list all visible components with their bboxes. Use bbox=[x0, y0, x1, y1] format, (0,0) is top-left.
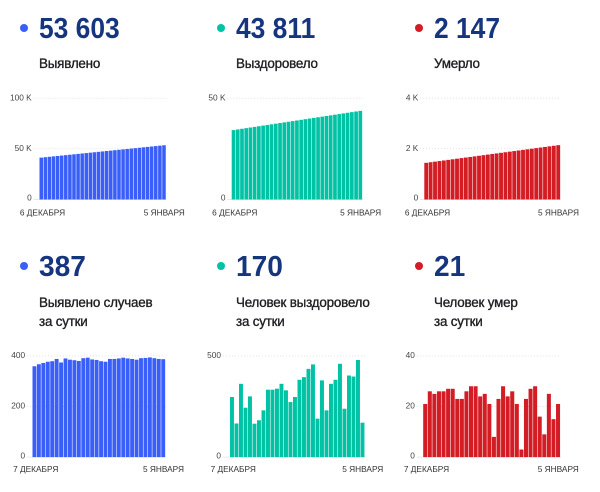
svg-text:100 K: 100 K bbox=[10, 93, 32, 103]
svg-text:50 K: 50 K bbox=[208, 93, 226, 103]
svg-text:40: 40 bbox=[406, 350, 416, 360]
svg-text:7 ДЕКАБРЯ: 7 ДЕКАБРЯ bbox=[404, 464, 449, 474]
svg-text:5 ЯНВАРЯ: 5 ЯНВАРЯ bbox=[538, 464, 579, 474]
svg-text:6 ДЕКАБРЯ: 6 ДЕКАБРЯ bbox=[405, 207, 450, 217]
svg-text:7 ДЕКАБРЯ: 7 ДЕКАБРЯ bbox=[211, 464, 256, 474]
svg-text:500: 500 bbox=[207, 350, 221, 360]
svg-text:20: 20 bbox=[406, 401, 416, 411]
svg-text:400: 400 bbox=[11, 350, 25, 360]
svg-text:200: 200 bbox=[11, 401, 25, 411]
svg-text:0: 0 bbox=[410, 450, 415, 460]
svg-text:5 ЯНВАРЯ: 5 ЯНВАРЯ bbox=[143, 464, 184, 474]
svg-text:0: 0 bbox=[221, 193, 226, 203]
svg-text:2 K: 2 K bbox=[406, 143, 419, 153]
svg-text:6 ДЕКАБРЯ: 6 ДЕКАБРЯ bbox=[212, 207, 257, 217]
svg-text:5 ЯНВАРЯ: 5 ЯНВАРЯ bbox=[342, 464, 383, 474]
svg-text:6 ДЕКАБРЯ: 6 ДЕКАБРЯ bbox=[20, 207, 65, 217]
svg-text:0: 0 bbox=[216, 450, 221, 460]
svg-text:50 K: 50 K bbox=[15, 143, 33, 153]
svg-text:4 K: 4 K bbox=[406, 93, 419, 103]
svg-text:0: 0 bbox=[414, 193, 419, 203]
svg-text:5 ЯНВАРЯ: 5 ЯНВАРЯ bbox=[538, 207, 579, 217]
svg-text:7 ДЕКАБРЯ: 7 ДЕКАБРЯ bbox=[13, 464, 58, 474]
svg-text:5 ЯНВАРЯ: 5 ЯНВАРЯ bbox=[340, 207, 381, 217]
svg-text:5 ЯНВАРЯ: 5 ЯНВАРЯ bbox=[144, 207, 185, 217]
svg-text:0: 0 bbox=[27, 193, 32, 203]
svg-text:0: 0 bbox=[20, 450, 25, 460]
